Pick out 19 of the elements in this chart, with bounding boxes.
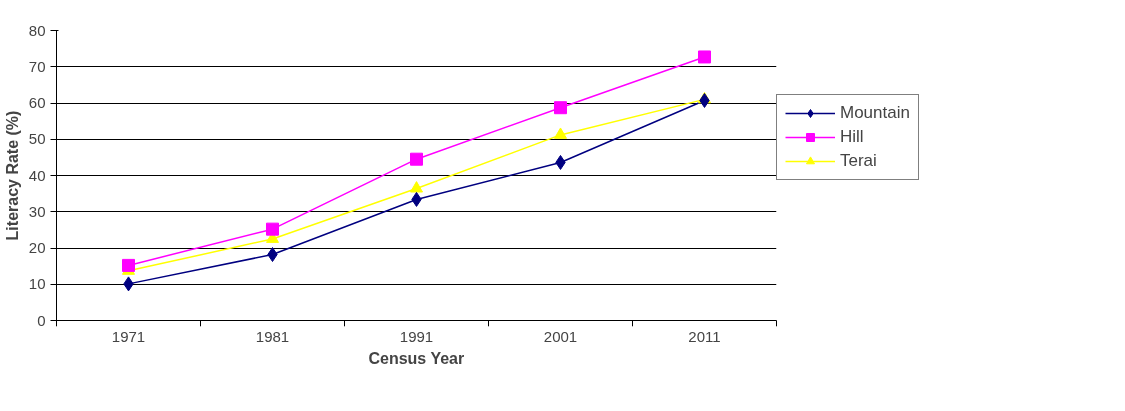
x-tick-label: 2001 (543, 327, 578, 345)
x-tick-label: 1981 (255, 327, 290, 345)
y-tick-label: 0 (37, 311, 46, 329)
legend-label: Terai (840, 151, 877, 171)
y-tick-label: 30 (28, 202, 46, 220)
y-tick-label: 60 (28, 94, 46, 111)
y-tick-label: 50 (28, 130, 46, 148)
x-axis-title: Census Year (368, 349, 465, 367)
x-tick-label: 1971 (111, 327, 146, 345)
y-tick-label: 10 (28, 275, 46, 293)
legend-label: Mountain (840, 103, 910, 123)
x-tick-label: 1991 (399, 327, 434, 345)
y-tick-label: 80 (28, 21, 46, 39)
y-tick-label: 70 (28, 57, 46, 75)
y-tick-label: 40 (28, 166, 46, 184)
y-axis-title: Literacy Rate (%) (3, 110, 21, 241)
x-tick-label: 2011 (688, 327, 721, 345)
legend-label: Hill (840, 127, 864, 147)
y-tick-label: 20 (28, 239, 46, 256)
